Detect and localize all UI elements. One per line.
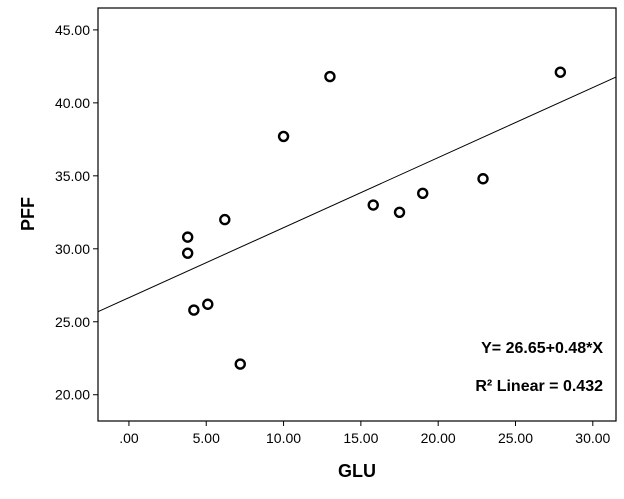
x-tick-label: 25.00: [498, 430, 533, 446]
x-tick-label: 20.00: [421, 430, 456, 446]
r-squared-label: R² Linear = 0.432: [475, 378, 603, 395]
data-point: [188, 304, 200, 316]
plot-area: [97, 7, 617, 422]
data-point: [417, 187, 429, 200]
x-tick-label: 10.00: [266, 430, 301, 446]
y-tick-label: 40.00: [55, 95, 90, 111]
y-tick-label: 20.00: [55, 387, 90, 403]
y-tick-label: 35.00: [55, 168, 90, 184]
y-tick-label: 45.00: [55, 22, 90, 38]
regression-line: [97, 76, 617, 313]
x-tick-label: 30.00: [575, 430, 610, 446]
y-axis-title: PFF: [18, 197, 38, 231]
data-point: [554, 66, 567, 78]
x-tick-label: .00: [119, 430, 139, 446]
data-point: [219, 213, 231, 226]
y-tick-label: 30.00: [55, 241, 90, 257]
data-point: [181, 247, 194, 259]
data-point: [234, 358, 246, 370]
data-point: [202, 298, 214, 310]
data-point: [324, 70, 336, 83]
y-axis: 20.00 25.00 30.00 35.00 40.00 45.00: [55, 22, 98, 403]
data-points: [181, 66, 567, 370]
x-axis: .00 5.00 10.00 15.00 20.00 25.00 30.00: [119, 421, 611, 446]
regression-equation: Y= 26.65+0.48*X: [481, 340, 603, 357]
data-point: [277, 130, 290, 143]
data-point: [181, 231, 194, 243]
y-tick-label: 25.00: [55, 314, 90, 330]
data-point: [477, 173, 489, 185]
x-axis-title: GLU: [338, 461, 376, 481]
data-point: [393, 206, 406, 219]
x-tick-label: 15.00: [343, 430, 378, 446]
data-point: [367, 199, 379, 211]
x-tick-label: 5.00: [193, 430, 220, 446]
